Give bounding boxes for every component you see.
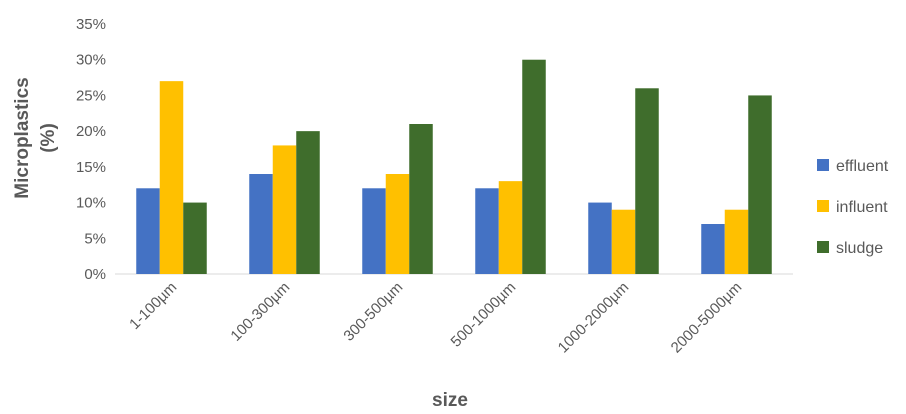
y-tick-label: 10%: [76, 195, 106, 212]
y-axis-ticks: 0% 5% 10% 15% 20% 25% 30% 35%: [76, 16, 106, 283]
y-tick-label: 15%: [76, 159, 106, 176]
legend-swatch-influent: [817, 200, 829, 212]
legend-swatch-sludge: [817, 241, 829, 253]
legend-label-sludge: sludge: [836, 240, 883, 257]
legend-label-influent: influent: [836, 199, 888, 216]
bar-influent: [385, 174, 410, 274]
bar-influent: [611, 209, 636, 274]
bar-sludge: [409, 124, 433, 274]
bars: [136, 59, 772, 275]
y-axis-title-line-2: (%): [38, 123, 59, 153]
y-tick-label: 5%: [84, 230, 106, 247]
x-tick-label: 2000-5000µm: [668, 279, 746, 357]
x-axis-ticks: 1-100µm 100-300µm 300-500µm 500-1000µm 1000-…: [126, 279, 745, 357]
y-tick-label: 0%: [84, 266, 106, 283]
legend-label-effluent: effluent: [836, 158, 889, 175]
bar-effluent: [249, 174, 273, 274]
y-tick-label: 25%: [76, 87, 106, 104]
bar-influent: [159, 81, 184, 275]
bar-influent: [272, 145, 297, 274]
bar-influent: [724, 209, 749, 274]
x-tick-label: 1-100µm: [126, 279, 180, 333]
x-tick-label: 500-1000µm: [448, 279, 520, 351]
bar-effluent: [136, 188, 160, 274]
x-axis-title: size: [432, 390, 468, 411]
y-axis-title-line-1: Microplastics: [12, 77, 33, 198]
bar-effluent: [475, 188, 499, 274]
bar-sludge: [183, 202, 207, 274]
bar-effluent: [362, 188, 386, 274]
y-tick-label: 20%: [76, 123, 106, 140]
x-tick-label: 300-500µm: [340, 279, 406, 345]
bar-sludge: [748, 95, 772, 274]
legend: effluent influent sludge: [817, 158, 889, 257]
y-tick-label: 30%: [76, 52, 106, 69]
x-tick-label: 100-300µm: [227, 279, 293, 345]
bar-influent: [498, 181, 523, 274]
x-tick-label: 1000-2000µm: [555, 279, 633, 357]
bar-effluent: [701, 224, 725, 274]
bar-sludge: [522, 59, 546, 274]
bar-sludge: [635, 88, 659, 275]
bar-effluent: [588, 202, 612, 274]
legend-swatch-effluent: [817, 159, 829, 171]
y-tick-label: 35%: [76, 16, 106, 33]
bar-sludge: [296, 131, 320, 274]
